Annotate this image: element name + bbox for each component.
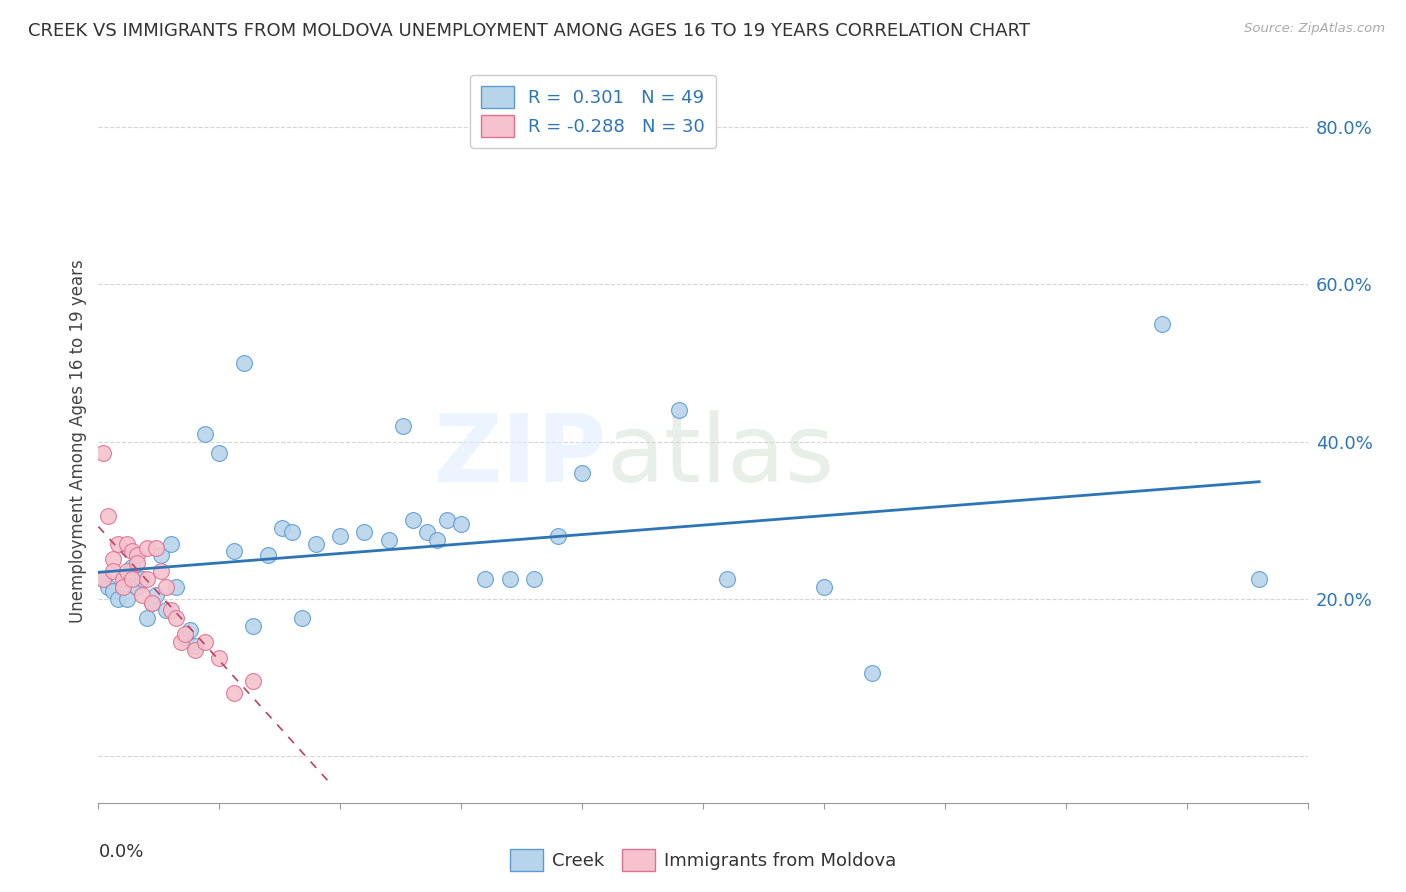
Point [222, 544, 245, 558]
Point [91, 446, 114, 460]
Point [194, 635, 217, 649]
Point [131, 588, 153, 602]
Point [242, 674, 264, 689]
Y-axis label: Unemployment Among Ages 16 to 19 years: Unemployment Among Ages 16 to 19 years [69, 260, 87, 624]
Point [305, 536, 328, 550]
Point [222, 686, 245, 700]
Point [377, 533, 399, 547]
Point [121, 560, 143, 574]
Point [402, 513, 425, 527]
Point [329, 529, 352, 543]
Point [160, 603, 183, 617]
Point [571, 466, 593, 480]
Text: Source: ZipAtlas.com: Source: ZipAtlas.com [1244, 22, 1385, 36]
Point [436, 513, 458, 527]
Point [184, 639, 207, 653]
Point [208, 650, 231, 665]
Point [145, 588, 167, 602]
Point [107, 536, 129, 550]
Point [135, 572, 157, 586]
Point [523, 572, 546, 586]
Point [392, 418, 415, 433]
Point [165, 580, 187, 594]
Point [416, 524, 439, 539]
Point [117, 564, 139, 578]
Point [232, 356, 254, 370]
Point [353, 524, 375, 539]
Point [668, 403, 690, 417]
Point [169, 635, 191, 649]
Point [547, 529, 569, 543]
Point [101, 583, 124, 598]
Point [174, 631, 197, 645]
Point [117, 536, 139, 550]
Point [150, 549, 173, 563]
Point [117, 591, 139, 606]
Legend: Creek, Immigrants from Moldova: Creek, Immigrants from Moldova [503, 842, 903, 879]
Point [813, 580, 835, 594]
Point [242, 619, 264, 633]
Point [141, 595, 163, 609]
Point [131, 572, 153, 586]
Point [141, 595, 163, 609]
Point [256, 549, 278, 563]
Point [160, 536, 183, 550]
Point [101, 552, 124, 566]
Point [135, 611, 157, 625]
Point [174, 627, 197, 641]
Point [91, 572, 114, 586]
Point [179, 623, 201, 637]
Point [1249, 572, 1271, 586]
Point [91, 572, 114, 586]
Point [208, 446, 231, 460]
Point [165, 611, 187, 625]
Point [271, 521, 294, 535]
Point [474, 572, 496, 586]
Point [127, 580, 149, 594]
Point [150, 564, 173, 578]
Point [155, 580, 177, 594]
Point [121, 544, 143, 558]
Point [107, 591, 129, 606]
Text: atlas: atlas [606, 410, 835, 502]
Legend: R =  0.301   N = 49, R = -0.288   N = 30: R = 0.301 N = 49, R = -0.288 N = 30 [470, 75, 716, 148]
Point [127, 556, 149, 570]
Point [290, 611, 312, 625]
Point [111, 580, 134, 594]
Point [127, 549, 149, 563]
Text: ZIP: ZIP [433, 410, 606, 502]
Text: 0.0%: 0.0% [98, 843, 143, 861]
Point [111, 580, 134, 594]
Point [194, 426, 217, 441]
Point [155, 603, 177, 617]
Point [450, 516, 472, 531]
Point [498, 572, 520, 586]
Point [184, 642, 207, 657]
Point [121, 572, 143, 586]
Text: CREEK VS IMMIGRANTS FROM MOLDOVA UNEMPLOYMENT AMONG AGES 16 TO 19 YEARS CORRELAT: CREEK VS IMMIGRANTS FROM MOLDOVA UNEMPLO… [28, 22, 1031, 40]
Point [426, 533, 449, 547]
Point [97, 509, 120, 524]
Point [716, 572, 738, 586]
Point [111, 572, 134, 586]
Point [101, 564, 124, 578]
Point [97, 580, 120, 594]
Point [860, 666, 883, 681]
Point [135, 541, 157, 555]
Point [145, 541, 167, 555]
Point [1152, 317, 1174, 331]
Point [281, 524, 304, 539]
